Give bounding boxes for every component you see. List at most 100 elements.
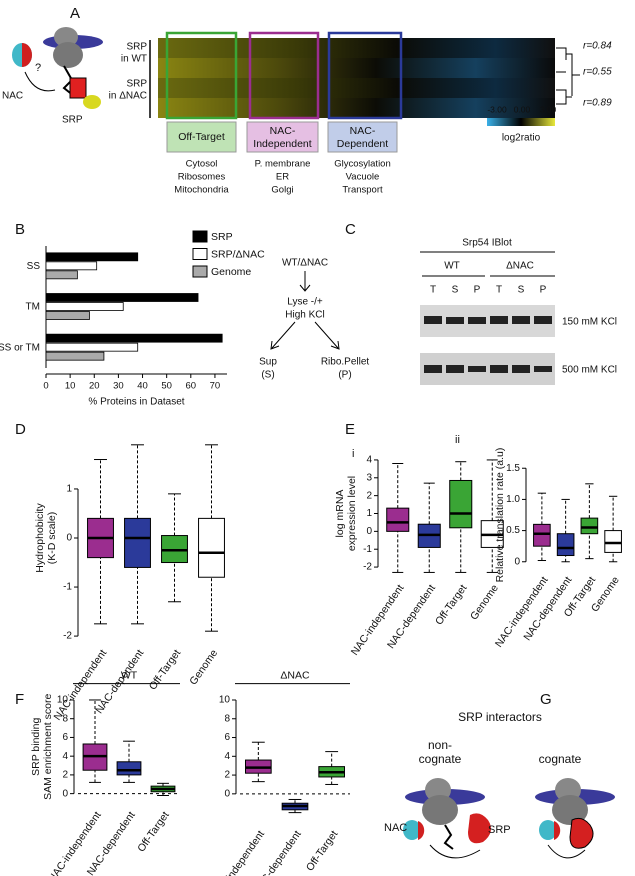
- chart-title: ΔNAC: [280, 669, 310, 681]
- x-tick-label: 10: [65, 381, 76, 392]
- panel-label: A: [70, 5, 80, 22]
- colorbar-tick: 3.00: [540, 104, 557, 114]
- category-label: Genome: [187, 647, 220, 687]
- panel-label: B: [15, 221, 25, 238]
- bar: [45, 261, 98, 271]
- group-title: NAC-: [350, 125, 376, 137]
- row-label: in ΔNAC: [109, 91, 147, 102]
- y-axis-label: (K-D scale): [46, 512, 58, 565]
- bar: [45, 252, 139, 262]
- category-label: Off-Target: [147, 647, 184, 692]
- group-title: NAC-: [270, 125, 296, 137]
- group-item: P. membrane: [255, 159, 311, 170]
- y-tick-label: 0.5: [506, 525, 520, 536]
- y-axis-label: log mRNA: [334, 490, 346, 538]
- box: [124, 517, 151, 568]
- x-tick-label: 50: [161, 381, 172, 392]
- srp-label: SRP: [62, 115, 83, 126]
- box: [556, 533, 575, 557]
- strain: WT: [444, 261, 460, 272]
- lane: P: [474, 285, 481, 296]
- y-tick-label: 0: [66, 533, 72, 544]
- state: cognate: [419, 752, 462, 766]
- g-title: SRP interactors: [458, 710, 542, 724]
- state: non-: [428, 738, 452, 752]
- box: [604, 530, 622, 553]
- legend-swatch: [192, 230, 208, 243]
- bar: [45, 342, 139, 352]
- strain: ΔNAC: [506, 261, 534, 272]
- group-item: Mitochondria: [174, 185, 229, 196]
- bar: [45, 333, 223, 343]
- lane: S: [452, 285, 459, 296]
- y-tick-label: 6: [224, 732, 230, 743]
- sub-label: ii: [455, 434, 460, 446]
- legend-swatch: [192, 265, 208, 278]
- category-label: SS or TM: [0, 342, 40, 353]
- srp-label: SRP: [488, 824, 511, 836]
- legend-label: SRP/ΔNAC: [211, 248, 265, 260]
- y-tick-label: 6: [62, 732, 68, 743]
- category-label: Genome: [468, 582, 501, 622]
- y-tick-label: 1.5: [506, 463, 520, 474]
- condition: 500 mM KCl: [562, 365, 617, 376]
- blot-title: Srp54 IBlot: [462, 238, 512, 249]
- bar: [45, 302, 124, 311]
- category-label: Off-Target: [135, 809, 172, 854]
- panel-label: G: [540, 691, 552, 708]
- panel-label: E: [345, 421, 355, 438]
- flow-arrows: [270, 251, 555, 350]
- y-tick-label: 0: [224, 788, 230, 799]
- bar: [45, 351, 105, 361]
- y-tick-label: 2: [366, 490, 372, 501]
- box: [116, 761, 142, 776]
- correlation: r=0.84: [583, 41, 612, 52]
- sub-label: i: [352, 448, 354, 460]
- box: [449, 479, 473, 529]
- y-tick-label: 0: [62, 788, 68, 799]
- flow-step: (S): [261, 370, 274, 381]
- y-axis-label: Hydrophobicity: [34, 503, 46, 573]
- group-item: Golgi: [271, 185, 293, 196]
- x-axis-label: % Proteins in Dataset: [88, 397, 184, 408]
- y-tick-label: 2: [62, 770, 68, 781]
- group-item: Cytosol: [186, 159, 218, 170]
- group-item: Glycosylation: [334, 159, 391, 170]
- lane: P: [540, 285, 547, 296]
- condition: 150 mM KCl: [562, 317, 617, 328]
- box: [198, 517, 225, 578]
- group-item: Vacuole: [346, 172, 380, 183]
- y-axis-label: Relative translation rate (a.u): [494, 448, 506, 583]
- lane: T: [430, 285, 436, 296]
- x-tick-label: 0: [43, 381, 48, 392]
- panel-label: D: [15, 421, 26, 438]
- bar: [45, 270, 78, 280]
- flow-step: Ribo.Pellet: [321, 357, 370, 368]
- flow-step: Sup: [259, 357, 277, 368]
- y-tick-label: 3: [366, 472, 372, 483]
- colorbar-tick: -3.00: [487, 104, 507, 114]
- group-item: ER: [276, 172, 289, 183]
- row-label: SRP: [126, 42, 147, 53]
- group-title: Dependent: [337, 138, 388, 150]
- legend-label: SRP: [211, 231, 233, 243]
- flow-step: Lyse -/+: [287, 297, 323, 308]
- y-axis-label: SAM enrichment score: [42, 694, 54, 800]
- legend-swatch: [192, 248, 208, 260]
- box: [386, 507, 410, 532]
- category-label: Off-Target: [433, 582, 470, 627]
- x-tick-label: 70: [210, 381, 221, 392]
- nac-srp-cartoon: [12, 27, 103, 109]
- y-tick-label: 0: [514, 556, 520, 567]
- x-tick-label: 30: [113, 381, 124, 392]
- box: [533, 523, 551, 547]
- western-blot: [420, 305, 555, 385]
- box: [580, 517, 599, 535]
- y-tick-label: 2: [224, 770, 230, 781]
- nac-label: NAC: [2, 91, 23, 102]
- y-tick-label: -1: [363, 544, 372, 555]
- y-tick-label: -1: [63, 582, 72, 593]
- y-axis-label: expression level: [346, 476, 358, 551]
- y-tick-label: 4: [224, 751, 230, 762]
